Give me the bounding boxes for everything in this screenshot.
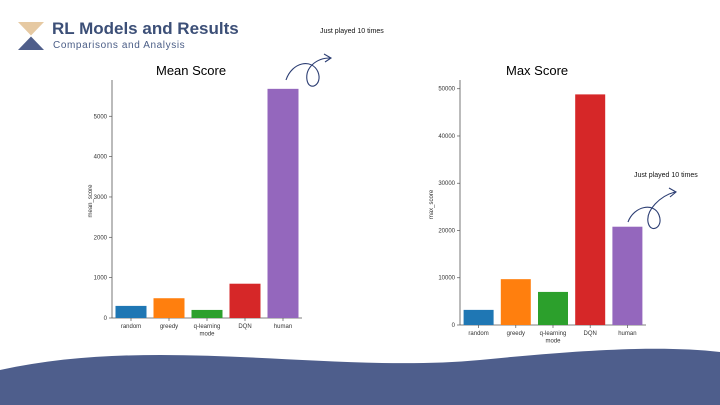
y-tick-label: 40000 bbox=[438, 134, 455, 140]
y-tick-label: 20000 bbox=[438, 228, 455, 234]
bar-q-learning-mode bbox=[191, 309, 223, 318]
x-tick-label: greedy bbox=[507, 331, 525, 337]
curly-arrow-icon bbox=[285, 57, 331, 87]
x-tick-label: human bbox=[274, 324, 292, 330]
y-tick-label: 4000 bbox=[94, 155, 108, 161]
slide-title: RL Models and Results bbox=[52, 19, 239, 38]
y-tick-label: 3000 bbox=[94, 195, 108, 201]
x-tick-label: random bbox=[121, 324, 141, 330]
y-tick-label: 0 bbox=[452, 323, 456, 329]
chart-title-mean: Mean Score bbox=[156, 63, 227, 78]
y-tick-label: 30000 bbox=[438, 181, 455, 187]
x-tick-label: DQN bbox=[584, 331, 597, 337]
x-tick-label: q-learning bbox=[540, 331, 567, 337]
x-tick-label: DQN bbox=[238, 324, 251, 330]
hourglass-logo-icon bbox=[18, 22, 44, 50]
bar-dqn bbox=[575, 94, 606, 325]
x-tick-label: human bbox=[618, 331, 636, 337]
x-tick-label: greedy bbox=[160, 324, 178, 330]
bar-greedy bbox=[153, 298, 185, 318]
arrow-head-icon bbox=[323, 53, 333, 63]
bar-q-learning-mode bbox=[538, 291, 568, 325]
annotation-note-mean: Just played 10 times bbox=[320, 28, 384, 35]
y-tick-label: 50000 bbox=[438, 87, 455, 93]
y-tick-label: 10000 bbox=[438, 276, 455, 282]
y-axis-label: max_score bbox=[429, 189, 435, 219]
arrow-head-icon bbox=[668, 187, 677, 198]
y-tick-label: 0 bbox=[104, 316, 108, 322]
y-tick-label: 5000 bbox=[94, 114, 108, 120]
chart-title-max: Max Score bbox=[506, 63, 569, 78]
slide-subtitle: Comparisons and Analysis bbox=[53, 40, 186, 51]
bar-human bbox=[267, 88, 299, 319]
bar-random bbox=[463, 309, 494, 325]
annotation-note-max: Just played 10 times bbox=[634, 172, 698, 179]
bar-human bbox=[612, 226, 643, 325]
bar-random bbox=[115, 305, 147, 318]
bar-greedy bbox=[500, 279, 531, 325]
x-tick-label: random bbox=[468, 331, 488, 337]
y-axis-label: mean_score bbox=[88, 184, 94, 218]
footer-wave bbox=[0, 348, 720, 405]
curly-arrow-icon bbox=[627, 191, 676, 230]
y-tick-label: 2000 bbox=[94, 235, 108, 241]
x-tick-label: q-learning bbox=[194, 324, 221, 330]
bar-dqn bbox=[229, 283, 261, 318]
x-tick-label: mode bbox=[199, 332, 215, 338]
y-tick-label: 1000 bbox=[94, 276, 108, 282]
x-tick-label: mode bbox=[545, 339, 561, 345]
